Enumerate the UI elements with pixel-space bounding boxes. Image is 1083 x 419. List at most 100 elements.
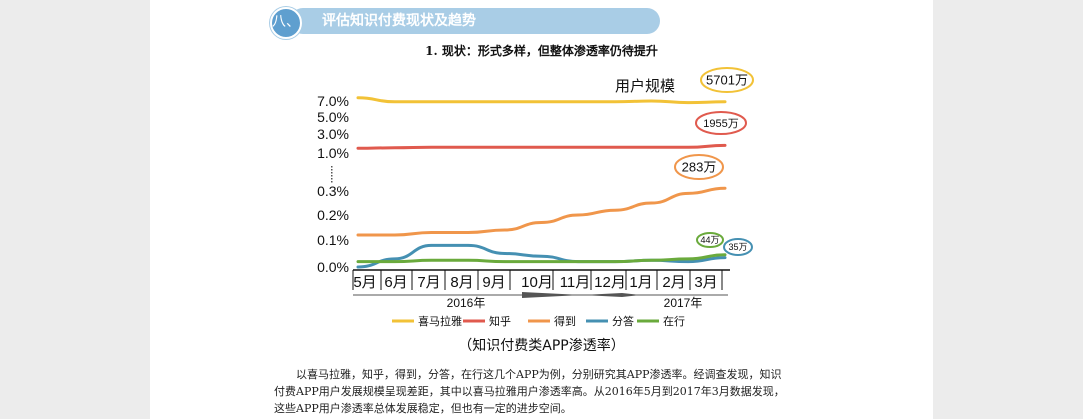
paragraph-line: 付费APP用户发展规模呈现差距，其中以喜马拉雅用户渗透率高。从2016年5月到2… — [274, 385, 785, 398]
data-point-2-7 — [613, 209, 617, 212]
subtitle: 1. 现状：形式多样，但整体渗透率仍待提升 — [425, 44, 658, 58]
end-value-label: 1955万 — [703, 118, 738, 130]
data-point-2-0 — [356, 233, 360, 237]
data-point-2-3 — [466, 231, 470, 234]
data-point-0-6 — [577, 100, 580, 104]
x-tick-label: 5月 — [353, 274, 376, 291]
data-point-4-7 — [613, 260, 617, 263]
y-tick-label: 5.0% — [317, 109, 349, 125]
data-point-3-3 — [466, 244, 470, 247]
data-point-4-0 — [356, 260, 360, 263]
data-point-0-4 — [503, 100, 506, 104]
data-point-3-5 — [540, 255, 543, 258]
data-point-0-0 — [356, 96, 360, 100]
data-point-2-4 — [503, 228, 506, 232]
banner-bar — [290, 8, 660, 34]
year-label: 2017年 — [664, 296, 703, 310]
data-point-0-10 — [723, 100, 727, 104]
data-point-3-9 — [687, 260, 690, 263]
data-point-4-6 — [577, 260, 580, 263]
data-point-3-10 — [723, 256, 727, 259]
y-tick-label: 0.1% — [317, 232, 349, 248]
axis-break-dot — [331, 169, 333, 171]
data-point-1-9 — [687, 146, 690, 149]
x-tick-label: 3月 — [694, 274, 717, 291]
banner-number-circle — [270, 7, 302, 39]
end-value-label: 44万 — [700, 235, 719, 245]
x-tick-label: 2月 — [662, 274, 685, 291]
x-tick-label: 11月 — [560, 274, 591, 291]
section-title: 评估知识付费现状及趋势 — [322, 13, 476, 29]
end-value-bubble — [700, 67, 754, 93]
series-line-2 — [356, 186, 727, 237]
axis-break-dot — [331, 172, 333, 174]
x-tick-label: 10月 — [521, 274, 553, 291]
end-value-bubble — [696, 232, 724, 248]
data-point-2-9 — [687, 192, 690, 195]
data-point-3-1 — [393, 257, 396, 261]
end-value-label: 5701万 — [706, 73, 748, 88]
data-point-0-3 — [466, 100, 470, 104]
year-label: 2016年 — [447, 296, 486, 310]
end-value-bubble — [723, 238, 753, 256]
end-value-label: 35万 — [728, 242, 747, 252]
data-point-1-2 — [430, 146, 433, 149]
end-value-label: 283万 — [682, 160, 717, 175]
data-point-4-1 — [393, 260, 396, 263]
data-point-2-6 — [577, 213, 580, 217]
data-point-0-2 — [430, 100, 433, 104]
data-point-1-3 — [466, 146, 470, 149]
data-point-1-4 — [503, 146, 506, 149]
data-point-4-9 — [687, 257, 690, 261]
data-point-1-1 — [393, 146, 396, 149]
page-panel — [150, 0, 933, 419]
axis-break-dot — [331, 166, 333, 168]
end-value-bubble — [674, 154, 724, 180]
y-tick-label: 0.0% — [317, 259, 349, 275]
x-tick-label: 6月 — [384, 274, 407, 291]
data-point-0-9 — [687, 101, 690, 104]
data-point-4-4 — [503, 260, 506, 263]
legend-label: 分答 — [612, 314, 634, 328]
data-point-0-5 — [540, 100, 543, 104]
data-point-4-5 — [540, 260, 543, 263]
data-point-0-1 — [393, 100, 396, 104]
data-point-2-5 — [540, 221, 543, 224]
x-tick-label: 1月 — [629, 274, 652, 291]
x-tick-label: 12月 — [594, 274, 626, 291]
section-number: 八、 — [272, 14, 300, 30]
data-point-1-5 — [540, 146, 543, 149]
data-point-2-8 — [650, 201, 653, 205]
data-point-1-10 — [723, 144, 727, 147]
legend-label: 喜马拉雅 — [418, 314, 462, 328]
chart-title: 用户规模 — [615, 78, 675, 95]
x-tick-label: 9月 — [482, 274, 505, 291]
end-value-bubble — [695, 111, 747, 135]
data-point-4-2 — [430, 259, 433, 262]
y-tick-label: 3.0% — [317, 126, 349, 142]
data-point-2-2 — [430, 231, 433, 234]
x-tick-label: 8月 — [450, 274, 473, 291]
chart-caption: （知识付费类APP渗透率） — [458, 338, 625, 354]
data-point-4-3 — [466, 259, 470, 262]
penetration-line-chart: 5701万 1955万 283万 35万 44万 0.0% 0.1% 0.2% 0.3% 1.0… — [317, 67, 754, 328]
data-point-3-4 — [503, 252, 506, 255]
y-tick-label: 0.3% — [317, 183, 349, 199]
legend-label: 得到 — [554, 315, 576, 328]
x-tick-label: 7月 — [417, 274, 440, 291]
legend-label: 在行 — [663, 315, 685, 328]
data-point-0-8 — [650, 99, 653, 103]
axis-break-dot — [331, 175, 333, 177]
data-point-1-0 — [356, 147, 360, 150]
data-point-3-2 — [430, 244, 433, 247]
data-point-1-7 — [613, 146, 617, 149]
data-point-1-6 — [577, 146, 580, 149]
paragraph-line: 这些APP用户渗透率总体发展稳定，但也有一定的进步空间。 — [274, 402, 572, 415]
data-point-0-7 — [613, 100, 617, 104]
data-point-4-10 — [723, 253, 727, 256]
year-transition-marker — [522, 292, 640, 298]
data-point-1-8 — [650, 146, 653, 149]
paragraph-line: 以喜马拉雅，知乎，得到，分答，在行这几个APP为例，分别研究其APP渗透率。经调… — [296, 368, 782, 381]
data-point-2-10 — [723, 187, 727, 190]
y-tick-label: 1.0% — [317, 145, 349, 161]
